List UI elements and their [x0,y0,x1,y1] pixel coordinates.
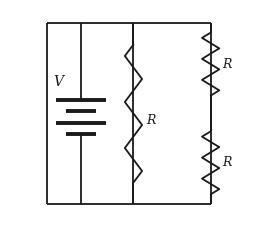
Text: R: R [222,156,231,169]
Text: R: R [222,58,231,71]
Text: R: R [146,114,155,127]
Text: V: V [54,75,63,89]
